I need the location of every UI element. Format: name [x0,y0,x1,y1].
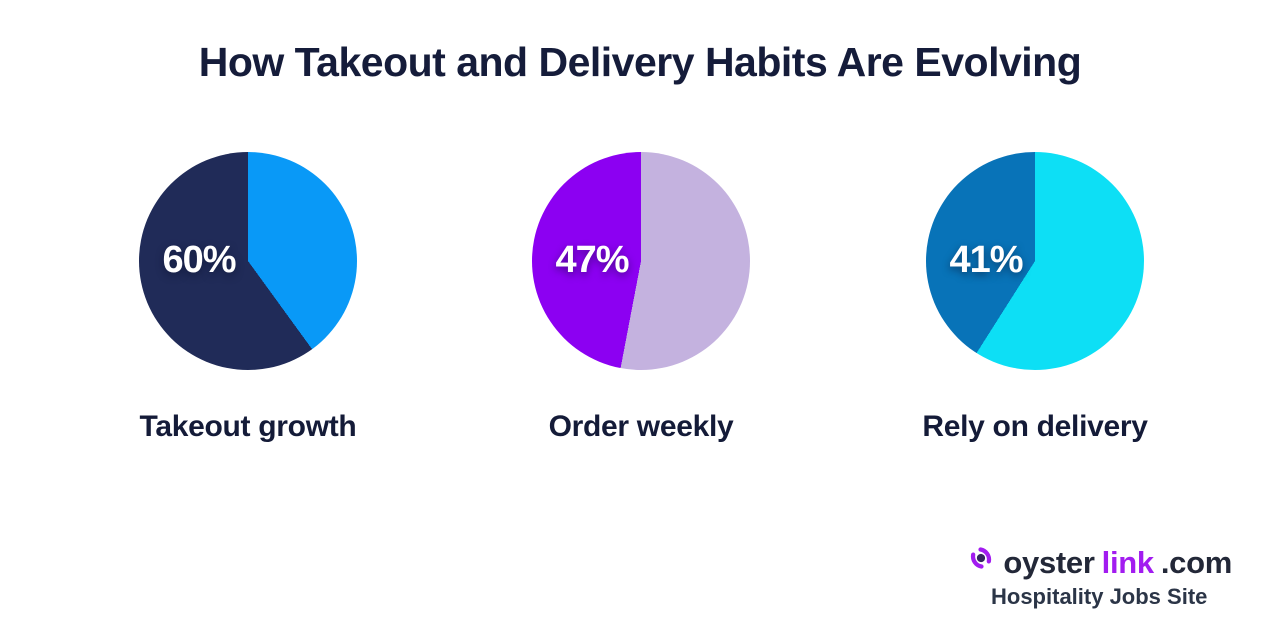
pie-caption-takeout-growth: Takeout growth [139,410,357,443]
pie-rely-on-delivery: 41% [926,152,1144,370]
pie-chart-takeout-growth: 60% Takeout growth [128,152,368,444]
logo-tagline: Hospitality Jobs Site [991,584,1208,609]
oysterlink-logo: oyster link .com Hospitality Jobs Site [966,545,1232,610]
logo-text-oyster: oyster [1003,545,1095,580]
pie-chart-rely-on-delivery: 41% Rely on delivery [915,152,1155,444]
logo-text-link: link [1101,545,1155,580]
pie-order-weekly: 47% [532,152,750,370]
pie-caption-order-weekly: Order weekly [548,410,734,443]
page-title: How Takeout and Delivery Habits Are Evol… [198,39,1082,85]
pie-value-label: 47% [555,239,629,281]
logo-brand-row: oyster link .com [966,545,1232,581]
pie-caption-rely-on-delivery: Rely on delivery [922,410,1148,443]
pie-chart-order-weekly: 47% Order weekly [521,152,761,444]
logo-text-dotcom: .com [1160,545,1232,580]
pie-value-label: 41% [949,239,1023,281]
oyster-pearl-icon [966,543,996,573]
pie-value-label: 60% [162,239,236,281]
pie-takeout-growth: 60% [139,152,357,370]
